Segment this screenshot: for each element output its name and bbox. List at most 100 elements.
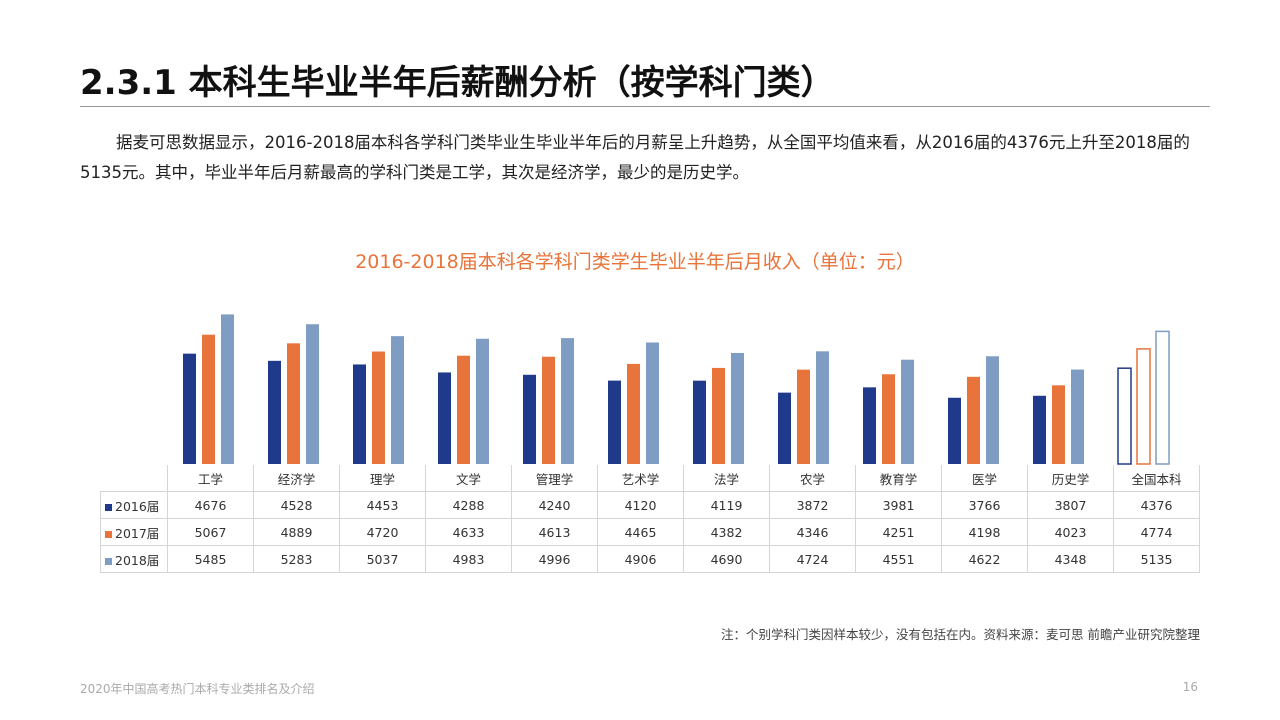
legend-label: 2018届: [115, 552, 160, 568]
data-label: 4996: [511, 545, 598, 573]
category-header: 文学: [425, 465, 512, 492]
bar-文学-2018届: [476, 338, 489, 464]
data-label: 4382: [683, 518, 770, 546]
bar-chart: [183, 314, 1170, 465]
legend-swatch: [105, 530, 112, 538]
chart-title: 2016-2018届本科各学科门类学生毕业半年后月收入（单位：元）: [355, 251, 915, 273]
legend-entry: 2017届: [100, 518, 168, 546]
bar-医学-2018届: [986, 356, 999, 464]
bar-艺术学-2017届: [627, 363, 640, 464]
title-divider: [80, 106, 1210, 107]
legend-label: 2016届: [115, 498, 160, 514]
category-header: 工学: [167, 465, 254, 492]
category-header: 农学: [769, 465, 856, 492]
data-label: 4676: [167, 491, 254, 519]
data-label: 4348: [1027, 545, 1114, 573]
bar-文学-2017届: [457, 355, 470, 464]
data-label: 4346: [769, 518, 856, 546]
table-row: 2017届 5067 4889 4720 4633 4613 4465 4382 4346 425…: [100, 518, 1200, 546]
data-label: 3807: [1027, 491, 1114, 519]
data-label: 5067: [167, 518, 254, 546]
category-header: 全国本科: [1113, 465, 1200, 492]
legend-entry: 2018届: [100, 545, 168, 573]
bar-法学-2018届: [731, 352, 744, 464]
data-label: 4376: [1113, 491, 1200, 519]
data-label: 4198: [941, 518, 1028, 546]
bar-教育学-2016届: [863, 387, 876, 464]
data-label: 4465: [597, 518, 684, 546]
category-header: 理学: [339, 465, 426, 492]
source-note: 注：个别学科门类因样本较少，没有包括在内。资料来源：麦可思 前瞻产业研究院整理: [721, 627, 1200, 642]
data-label: 4023: [1027, 518, 1114, 546]
data-label: 4288: [425, 491, 512, 519]
data-label: 4724: [769, 545, 856, 573]
bar-全国本科-2018届: [1155, 330, 1170, 465]
bar-法学-2016届: [693, 380, 706, 464]
legend-label: 2017届: [115, 525, 160, 541]
bar-农学-2018届: [816, 351, 829, 464]
bar-农学-2016届: [778, 392, 791, 464]
bar-法学-2017届: [712, 367, 725, 464]
data-label: 4528: [253, 491, 340, 519]
bar-理学-2016届: [353, 364, 366, 464]
data-label: 4906: [597, 545, 684, 573]
bar-历史学-2018届: [1071, 369, 1084, 464]
data-label: 4551: [855, 545, 942, 573]
data-label: 4983: [425, 545, 512, 573]
bar-文学-2016届: [438, 372, 451, 464]
category-header: 经济学: [253, 465, 340, 492]
data-label: 4774: [1113, 518, 1200, 546]
category-header: 艺术学: [597, 465, 684, 492]
bar-管理学-2017届: [542, 356, 555, 464]
bar-经济学-2017届: [287, 343, 300, 464]
bar-农学-2017届: [797, 369, 810, 464]
bar-历史学-2017届: [1052, 385, 1065, 464]
data-label: 4690: [683, 545, 770, 573]
data-label: 4119: [683, 491, 770, 519]
table-row: 2018届 5485 5283 5037 4983 4996 4906 4690 4724 455…: [100, 545, 1200, 573]
bar-管理学-2016届: [523, 374, 536, 464]
data-label: 5485: [167, 545, 254, 573]
category-header: 历史学: [1027, 465, 1114, 492]
bar-全国本科-2017届: [1136, 348, 1151, 465]
bar-理学-2018届: [391, 336, 404, 464]
footer-text: 2020年中国高考热门本科专业类排名及介绍: [80, 682, 315, 696]
summary-paragraph: 据麦可思数据显示，2016-2018届本科各学科门类毕业生毕业半年后的月薪呈上升…: [80, 133, 1190, 182]
table-row: 2016届 4676 4528 4453 4288 4240 4120 4119 3872 398…: [100, 491, 1200, 519]
data-label: 4622: [941, 545, 1028, 573]
bar-管理学-2018届: [561, 338, 574, 464]
data-label: 4889: [253, 518, 340, 546]
bar-历史学-2016届: [1033, 395, 1046, 464]
bar-理学-2017届: [372, 351, 385, 464]
data-label: 4120: [597, 491, 684, 519]
bar-经济学-2018届: [306, 324, 319, 464]
bar-工学-2016届: [183, 353, 196, 464]
legend-swatch: [105, 503, 112, 511]
bar-艺术学-2018届: [646, 342, 659, 464]
data-label: 4613: [511, 518, 598, 546]
bar-工学-2018届: [221, 314, 234, 464]
bar-艺术学-2016届: [608, 380, 621, 464]
data-label: 5037: [339, 545, 426, 573]
page-number: 16: [1182, 680, 1198, 694]
data-label: 4453: [339, 491, 426, 519]
bar-经济学-2016届: [268, 360, 281, 464]
data-label: 3766: [941, 491, 1028, 519]
data-table: 工学 经济学 理学 文学 管理学 艺术学 法学 农学 教育学 医学 历史学 全国本科 2016届 4676…: [100, 465, 1200, 573]
data-label: 4240: [511, 491, 598, 519]
category-header: 管理学: [511, 465, 598, 492]
data-label: 4251: [855, 518, 942, 546]
category-header: 教育学: [855, 465, 942, 492]
table-corner: [100, 465, 168, 492]
bar-教育学-2017届: [882, 374, 895, 464]
data-label: 5135: [1113, 545, 1200, 573]
category-header: 法学: [683, 465, 770, 492]
bar-医学-2016届: [948, 397, 961, 464]
bar-医学-2017届: [967, 376, 980, 464]
legend-entry: 2016届: [100, 491, 168, 519]
page-title: 2.3.1 本科生毕业半年后薪酬分析（按学科门类）: [80, 63, 835, 103]
data-label: 5283: [253, 545, 340, 573]
bar-全国本科-2016届: [1117, 367, 1132, 465]
data-label: 3872: [769, 491, 856, 519]
data-label: 4720: [339, 518, 426, 546]
